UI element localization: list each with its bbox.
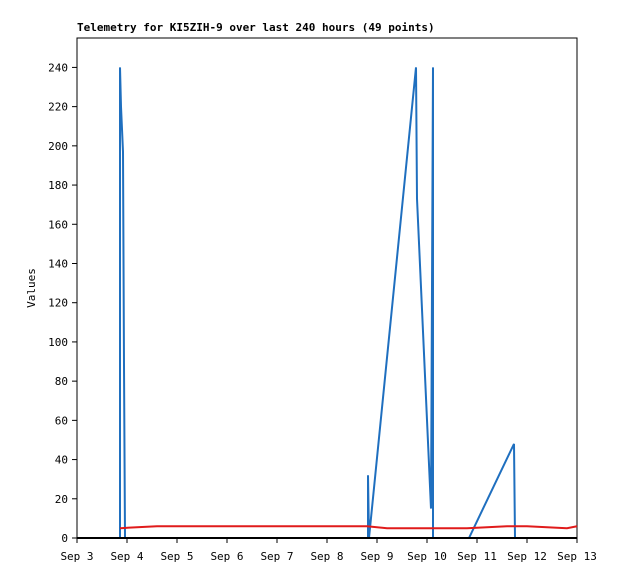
y-tick-label: 180 (48, 179, 68, 192)
y-tick-label: 0 (61, 532, 68, 545)
x-tick-label: Sep 13 (557, 550, 597, 563)
x-tick-label: Sep 12 (507, 550, 547, 563)
x-tick-label: Sep 5 (160, 550, 193, 563)
y-tick-label: 200 (48, 140, 68, 153)
x-tick-label: Sep 6 (210, 550, 243, 563)
y-tick-label: 140 (48, 257, 68, 270)
y-tick-label: 160 (48, 218, 68, 231)
y-tick-label: 220 (48, 101, 68, 114)
y-tick-label: 60 (55, 414, 68, 427)
plot-frame (76, 37, 578, 539)
y-tick-label: 80 (55, 375, 68, 388)
y-tick-label: 40 (55, 454, 68, 467)
series-line (119, 67, 516, 539)
x-tick-label: Sep 11 (457, 550, 497, 563)
x-tick-label: Sep 7 (260, 550, 293, 563)
y-tick-label: 120 (48, 297, 68, 310)
y-tick-label: 240 (48, 61, 68, 74)
x-tick-label: Sep 10 (407, 550, 447, 563)
series-line (119, 525, 578, 530)
y-tick-label: 100 (48, 336, 68, 349)
x-tick-label: Sep 3 (60, 550, 93, 563)
y-tick-label: 20 (55, 493, 68, 506)
x-tick-label: Sep 9 (360, 550, 393, 563)
chart-title: Telemetry for KI5ZIH-9 over last 240 hou… (77, 21, 435, 34)
y-axis-label: Values (25, 268, 38, 308)
x-tick-label: Sep 4 (110, 550, 143, 563)
x-tick-label: Sep 8 (310, 550, 343, 563)
